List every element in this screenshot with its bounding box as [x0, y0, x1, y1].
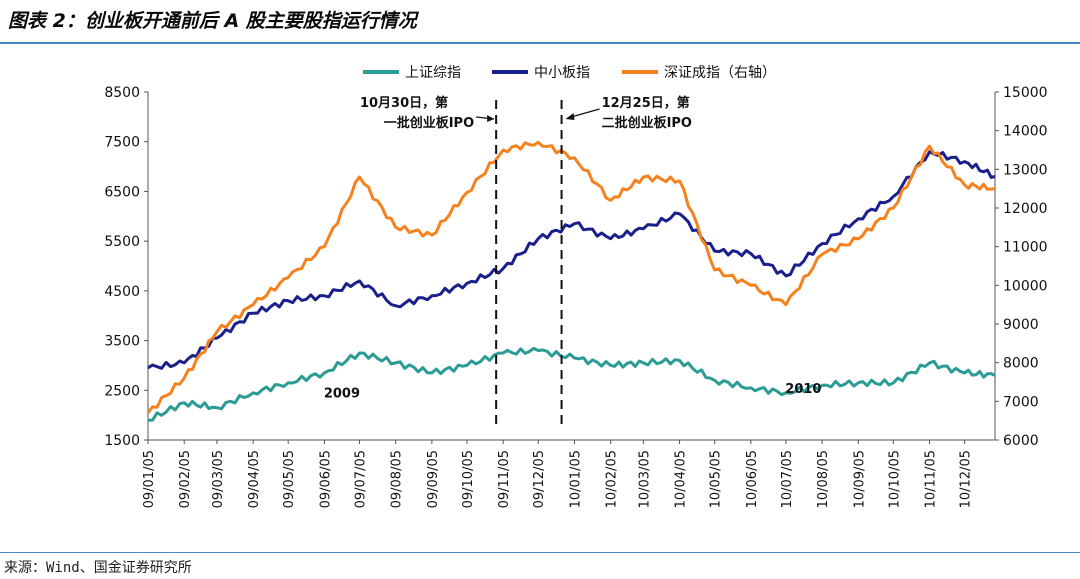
chart-legend: 上证综指 中小板指 深证成指（右轴）: [363, 65, 776, 81]
ipo-note-2-line1: 12月25日，第: [602, 95, 690, 111]
x-tick-label: 10/12/05: [959, 450, 974, 508]
left-y-tick-label: 3500: [104, 334, 140, 350]
x-tick-label: 09/03/05: [211, 450, 226, 508]
left-y-tick-label: 7500: [104, 135, 140, 151]
x-tick-label: 10/04/05: [674, 450, 689, 508]
title-divider: [0, 42, 1080, 44]
ipo-note-2-line2: 二批创业板IPO: [602, 115, 692, 131]
ipo-note-1-line2: 一批创业板IPO: [384, 115, 474, 131]
series-line-1: [147, 346, 996, 422]
left-y-tick-label: 5500: [104, 234, 140, 250]
source-divider: [0, 552, 1080, 553]
x-tick-label: 09/07/05: [353, 450, 368, 508]
series-line-3: [146, 140, 996, 414]
chart-axes: 8500 7500 6500 5500 4500 3500 2500 1500 15000 140…: [104, 85, 1047, 508]
page-title: 图表 2：创业板开通前后 A 股主要股指运行情况: [8, 10, 417, 32]
chart-series: [146, 140, 996, 422]
x-tick-label: 10/11/05: [924, 450, 939, 508]
right-y-tick-label: 9000: [1003, 317, 1039, 333]
right-y-tick-label: 12000: [1003, 201, 1048, 217]
source-note: 来源：Wind、国金证券研究所: [4, 560, 192, 576]
ipo-arrow-1-head: [487, 115, 495, 122]
x-tick-label: 10/02/05: [605, 450, 620, 508]
left-y-tick-label: 1500: [104, 433, 140, 449]
x-tick-label: 10/08/05: [816, 450, 831, 508]
right-y-tick-label: 10000: [1003, 278, 1048, 294]
right-y-tick-label: 7000: [1003, 394, 1039, 410]
x-tick-label: 10/07/05: [780, 450, 795, 508]
x-tick-label: 09/11/05: [497, 450, 512, 508]
legend-label-2: 中小板指: [534, 65, 590, 81]
x-tick-label: 09/12/05: [532, 450, 547, 508]
right-y-tick-label: 11000: [1003, 240, 1048, 256]
series-line-2: [147, 150, 996, 370]
ipo-note-1-line1: 10月30日，第: [360, 95, 448, 111]
legend-label-3: 深证成指（右轴）: [664, 65, 776, 81]
x-tick-label: 10/10/05: [887, 450, 902, 508]
left-y-tick-label: 8500: [104, 85, 140, 101]
year-label-2: 2010: [785, 382, 821, 397]
x-tick-label: 09/05/05: [282, 450, 297, 508]
x-tick-label: 09/08/05: [390, 450, 405, 508]
left-y-tick-label: 2500: [104, 383, 140, 399]
x-tick-label: 09/02/05: [178, 450, 193, 508]
right-y-tick-label: 8000: [1003, 356, 1039, 372]
year-label-1: 2009: [324, 387, 360, 402]
chart-frame: [147, 92, 996, 441]
chart-svg: 8500 7500 6500 5500 4500 3500 2500 1500 15000 140…: [104, 65, 1047, 508]
x-tick-label: 09/01/05: [142, 450, 157, 508]
x-tick-label: 10/03/05: [637, 450, 652, 508]
left-y-tick-label: 4500: [104, 284, 140, 300]
right-y-tick-label: 6000: [1003, 433, 1039, 449]
x-tick-label: 10/05/05: [709, 450, 724, 508]
x-tick-label: 10/01/05: [568, 450, 583, 508]
x-tick-label: 09/09/05: [426, 450, 441, 508]
x-tick-label: 09/10/05: [461, 450, 476, 508]
x-tick-label: 09/04/05: [247, 450, 262, 508]
legend-label-1: 上证综指: [405, 65, 461, 81]
right-y-tick-label: 15000: [1003, 85, 1048, 101]
ipo-arrow-2-head: [565, 113, 575, 120]
x-tick-label: 09/06/05: [318, 450, 333, 508]
right-y-tick-label: 14000: [1003, 124, 1048, 140]
left-y-tick-label: 6500: [104, 184, 140, 200]
x-tick-label: 10/09/05: [852, 450, 867, 508]
x-tick-label: 10/06/05: [745, 450, 760, 508]
right-y-tick-label: 13000: [1003, 162, 1048, 178]
